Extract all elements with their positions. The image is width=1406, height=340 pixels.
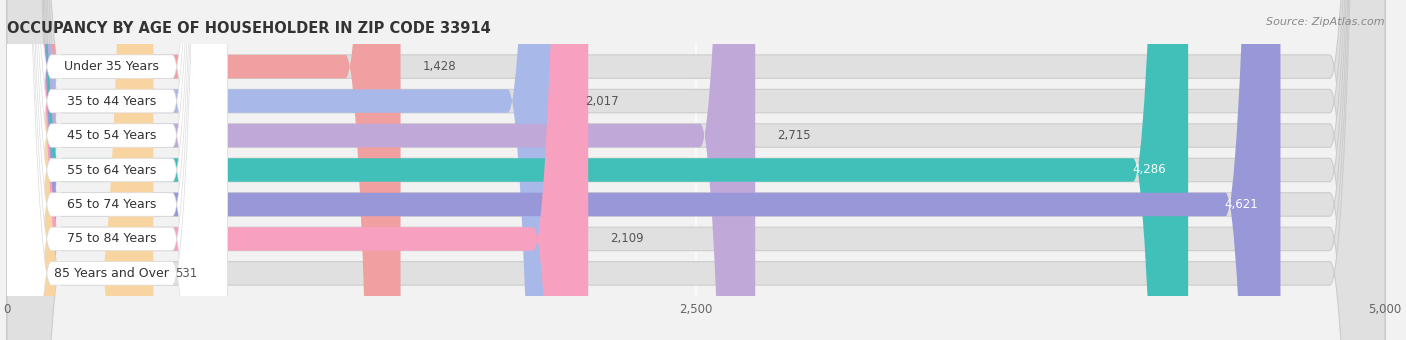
Text: OCCUPANCY BY AGE OF HOUSEHOLDER IN ZIP CODE 33914: OCCUPANCY BY AGE OF HOUSEHOLDER IN ZIP C…: [7, 21, 491, 36]
Text: Under 35 Years: Under 35 Years: [65, 60, 159, 73]
Text: 65 to 74 Years: 65 to 74 Years: [67, 198, 156, 211]
FancyBboxPatch shape: [7, 0, 153, 340]
Text: 2,715: 2,715: [778, 129, 811, 142]
Text: 75 to 84 Years: 75 to 84 Years: [67, 233, 156, 245]
Text: 2,017: 2,017: [585, 95, 619, 107]
Text: 85 Years and Over: 85 Years and Over: [55, 267, 169, 280]
FancyBboxPatch shape: [7, 0, 401, 340]
FancyBboxPatch shape: [0, 0, 228, 340]
Text: 45 to 54 Years: 45 to 54 Years: [67, 129, 156, 142]
Text: Source: ZipAtlas.com: Source: ZipAtlas.com: [1267, 17, 1385, 27]
Text: 4,286: 4,286: [1132, 164, 1166, 176]
Text: 35 to 44 Years: 35 to 44 Years: [67, 95, 156, 107]
FancyBboxPatch shape: [0, 0, 228, 340]
FancyBboxPatch shape: [7, 0, 1385, 340]
FancyBboxPatch shape: [7, 0, 755, 340]
FancyBboxPatch shape: [7, 0, 588, 340]
FancyBboxPatch shape: [7, 0, 1385, 340]
Text: 55 to 64 Years: 55 to 64 Years: [67, 164, 156, 176]
FancyBboxPatch shape: [7, 0, 1385, 340]
FancyBboxPatch shape: [0, 0, 228, 340]
FancyBboxPatch shape: [0, 0, 228, 340]
FancyBboxPatch shape: [0, 0, 228, 340]
FancyBboxPatch shape: [7, 0, 1281, 340]
Text: 4,621: 4,621: [1225, 198, 1258, 211]
FancyBboxPatch shape: [7, 0, 1188, 340]
Text: 2,109: 2,109: [610, 233, 644, 245]
FancyBboxPatch shape: [0, 0, 228, 340]
FancyBboxPatch shape: [7, 0, 1385, 340]
Text: 1,428: 1,428: [423, 60, 456, 73]
FancyBboxPatch shape: [7, 0, 1385, 340]
FancyBboxPatch shape: [7, 0, 562, 340]
FancyBboxPatch shape: [7, 0, 1385, 340]
FancyBboxPatch shape: [0, 0, 228, 340]
FancyBboxPatch shape: [7, 0, 1385, 340]
Text: 531: 531: [176, 267, 198, 280]
